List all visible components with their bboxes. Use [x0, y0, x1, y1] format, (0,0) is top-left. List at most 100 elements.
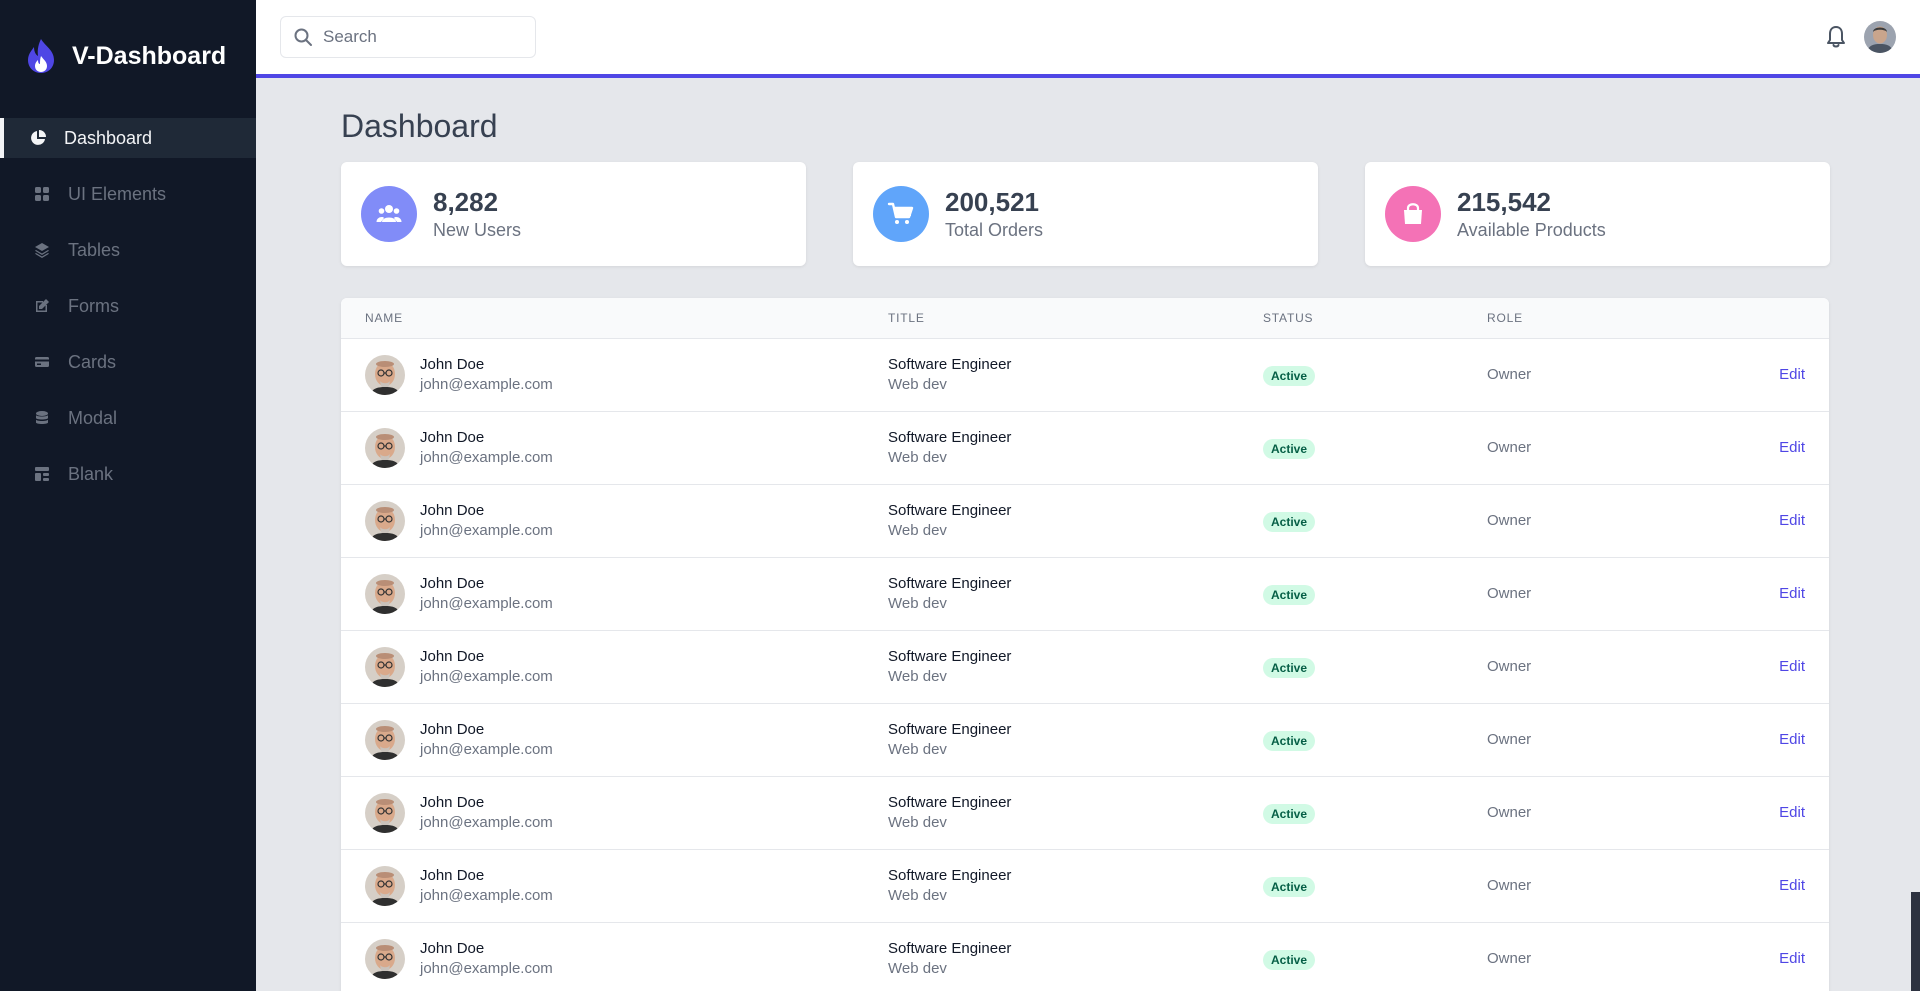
user-department: Web dev [888, 887, 947, 904]
user-name: John Doe [420, 429, 485, 446]
sidebar-item-label: Modal [68, 407, 118, 428]
user-department: Web dev [888, 814, 947, 831]
sidebar-item-label: Cards [68, 351, 117, 372]
stat-card-available-products: 215,542 Available Products [1365, 162, 1830, 266]
user-name: John Doe [420, 940, 485, 957]
table-row: John Doe john@example.com Software Engin… [341, 704, 1829, 777]
search-input[interactable] [323, 27, 523, 47]
sidebar-item-blank[interactable]: Blank [0, 454, 256, 494]
avatar [365, 574, 405, 614]
edit-icon [34, 298, 50, 314]
user-role: Owner [1487, 877, 1532, 894]
cart-icon [873, 186, 929, 242]
sidebar-item-ui-elements[interactable]: UI Elements [0, 174, 256, 214]
user-role: Owner [1487, 439, 1532, 456]
user-role: Owner [1487, 731, 1532, 748]
user-role: Owner [1487, 658, 1532, 675]
avatar [365, 647, 405, 687]
user-name: John Doe [420, 794, 485, 811]
template-icon [34, 466, 50, 482]
edit-link[interactable]: Edit [1779, 950, 1805, 967]
user-name: John Doe [420, 721, 485, 738]
user-name: John Doe [420, 356, 485, 373]
layers-icon [34, 242, 50, 258]
edit-link[interactable]: Edit [1779, 439, 1805, 456]
user-email: john@example.com [420, 960, 553, 977]
grid-icon [34, 186, 50, 202]
avatar [365, 720, 405, 760]
sidebar-item-forms[interactable]: Forms [0, 286, 256, 326]
stat-label: Total Orders [945, 220, 1044, 240]
user-title: Software Engineer [888, 356, 1012, 373]
column-header-role: Role [1487, 311, 1523, 325]
sidebar-item-label: Forms [68, 295, 119, 316]
user-email: john@example.com [420, 449, 553, 466]
bag-icon [1385, 186, 1441, 242]
edit-link[interactable]: Edit [1779, 585, 1805, 602]
credit-card-icon [34, 354, 50, 370]
stat-card-new-users: 8,282 New Users [341, 162, 806, 266]
status-badge: Active [1263, 439, 1316, 459]
user-title: Software Engineer [888, 940, 1012, 957]
table-row: John Doe john@example.com Software Engin… [341, 558, 1829, 631]
brand-name: V-Dashboard [72, 41, 227, 70]
users-table: Name Title Status Role John Doe john@exa… [341, 298, 1829, 991]
status-badge: Active [1263, 731, 1316, 751]
table-row: John Doe john@example.com Software Engin… [341, 777, 1829, 850]
page-scrollbar[interactable] [1911, 892, 1920, 991]
user-role: Owner [1487, 366, 1532, 383]
avatar [365, 793, 405, 833]
avatar [365, 501, 405, 541]
status-badge: Active [1263, 804, 1316, 824]
sidebar-item-dashboard[interactable]: Dashboard [0, 118, 256, 158]
sidebar-item-label: UI Elements [68, 183, 167, 204]
brand[interactable]: V-Dashboard [0, 0, 256, 112]
table-row: John Doe john@example.com Software Engin… [341, 631, 1829, 704]
user-title: Software Engineer [888, 867, 1012, 884]
user-email: john@example.com [420, 595, 553, 612]
sidebar-item-label: Dashboard [64, 127, 153, 148]
sidebar-item-cards[interactable]: Cards [0, 342, 256, 382]
user-role: Owner [1487, 585, 1532, 602]
user-title: Software Engineer [888, 648, 1012, 665]
table-row: John Doe john@example.com Software Engin… [341, 412, 1829, 485]
search-box[interactable] [280, 16, 536, 58]
sidebar: V-Dashboard Dashboard UI Elements Tables… [0, 0, 256, 991]
user-email: john@example.com [420, 887, 553, 904]
user-avatar[interactable] [1864, 21, 1896, 53]
user-name: John Doe [420, 648, 485, 665]
user-title: Software Engineer [888, 429, 1012, 446]
stat-card-total-orders: 200,521 Total Orders [853, 162, 1318, 266]
stat-value: 215,542 [1457, 187, 1551, 217]
sidebar-item-modal[interactable]: Modal [0, 398, 256, 438]
column-header-title: Title [888, 311, 925, 325]
edit-link[interactable]: Edit [1779, 877, 1805, 894]
edit-link[interactable]: Edit [1779, 731, 1805, 748]
avatar [365, 939, 405, 979]
user-department: Web dev [888, 522, 947, 539]
user-email: john@example.com [420, 522, 553, 539]
stat-value: 8,282 [433, 187, 499, 217]
sidebar-item-tables[interactable]: Tables [0, 230, 256, 270]
edit-link[interactable]: Edit [1779, 366, 1805, 383]
user-email: john@example.com [420, 741, 553, 758]
table-body: John Doe john@example.com Software Engin… [341, 339, 1829, 991]
table-row: John Doe john@example.com Software Engin… [341, 339, 1829, 412]
status-badge: Active [1263, 877, 1316, 897]
table-row: John Doe john@example.com Software Engin… [341, 923, 1829, 991]
flame-logo-icon [28, 39, 54, 73]
chart-pie-icon [30, 130, 46, 146]
user-department: Web dev [888, 595, 947, 612]
user-title: Software Engineer [888, 794, 1012, 811]
edit-link[interactable]: Edit [1779, 512, 1805, 529]
user-department: Web dev [888, 741, 947, 758]
edit-link[interactable]: Edit [1779, 658, 1805, 675]
table-header: Name Title Status Role [341, 298, 1829, 339]
user-department: Web dev [888, 668, 947, 685]
edit-link[interactable]: Edit [1779, 804, 1805, 821]
bell-icon[interactable] [1824, 24, 1848, 50]
status-badge: Active [1263, 585, 1316, 605]
status-badge: Active [1263, 658, 1316, 678]
search-icon [294, 28, 312, 46]
avatar [365, 866, 405, 906]
